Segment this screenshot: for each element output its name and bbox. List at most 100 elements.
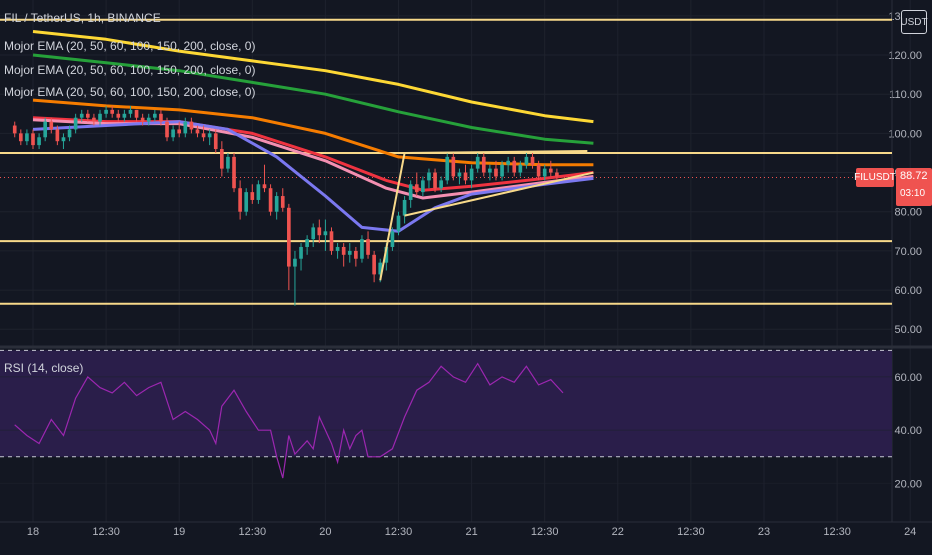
candle-body xyxy=(341,246,346,255)
candle-body xyxy=(494,168,498,177)
candle-body xyxy=(274,196,279,212)
y-tick-label: 110.00 xyxy=(889,89,922,101)
candle-body xyxy=(421,180,425,193)
candle-body xyxy=(366,239,370,255)
candle-body xyxy=(25,133,29,142)
candle-body xyxy=(85,113,90,118)
candle-body xyxy=(104,109,108,114)
candle-body xyxy=(92,117,96,122)
trend-line xyxy=(404,171,594,217)
candle-body xyxy=(378,262,383,275)
candle-body xyxy=(177,129,182,134)
indicator-label[interactable]: Mojor EMA (20, 50, 60, 100, 150, 200, cl… xyxy=(4,85,256,99)
candle-body xyxy=(49,121,54,130)
candle-body xyxy=(98,113,102,122)
price-tag-value: 88.72 xyxy=(900,170,928,182)
candle-body xyxy=(134,109,139,118)
rsi-line xyxy=(14,362,564,479)
candle-body xyxy=(457,172,462,177)
candle-body xyxy=(390,231,395,247)
candle-body xyxy=(439,180,443,189)
candle-body xyxy=(122,113,127,118)
symbol-title: FIL / TetherUS, 1h, BINANCE xyxy=(4,11,161,25)
candle-body xyxy=(293,258,297,267)
candle-body xyxy=(140,117,145,122)
price-tag-symbol: FILUSDT xyxy=(854,168,896,187)
x-tick-label: 19 xyxy=(173,526,185,538)
candle-body xyxy=(512,160,517,173)
y-tick-label: 100.00 xyxy=(888,128,922,140)
ema-line xyxy=(32,53,594,145)
candle-body xyxy=(213,133,218,150)
candle-body xyxy=(43,121,48,138)
x-tick-label: 18 xyxy=(27,526,39,538)
candle-body xyxy=(488,168,492,173)
x-tick-label: 12:30 xyxy=(823,526,851,538)
candle-body xyxy=(171,129,175,138)
candle-body xyxy=(262,184,267,189)
ema-line xyxy=(32,30,594,124)
y-tick-label: 60.00 xyxy=(894,285,922,297)
y-tick-label: 120.00 xyxy=(888,50,922,62)
candle-body xyxy=(37,137,41,146)
candle-body xyxy=(280,196,285,208)
candle-body xyxy=(354,250,358,259)
candle-body xyxy=(469,168,474,181)
x-tick-label: 12:30 xyxy=(385,526,413,538)
currency-label: USDT xyxy=(900,16,928,28)
candle-body xyxy=(116,113,121,118)
candle-body xyxy=(329,231,334,251)
rsi-y-tick-label: 40.00 xyxy=(894,425,922,437)
x-tick-label: 12:30 xyxy=(531,526,559,538)
candle-body xyxy=(506,160,510,165)
candle-body xyxy=(530,156,535,165)
candle-body xyxy=(481,156,486,173)
candle-body xyxy=(61,137,66,142)
candle-body xyxy=(414,184,419,193)
price-tag-symbol-text: FILUSDT xyxy=(854,172,896,183)
candle-body xyxy=(475,156,480,169)
candle-body xyxy=(402,199,407,216)
candle-body xyxy=(384,246,389,263)
rsi-y-tick-label: 20.00 xyxy=(894,478,922,490)
candle-body xyxy=(396,215,401,232)
candle-body xyxy=(12,125,17,134)
x-tick-label: 24 xyxy=(904,526,916,538)
candle-body xyxy=(238,188,242,212)
x-tick-label: 23 xyxy=(758,526,770,538)
candle-body xyxy=(427,172,431,181)
candle-body xyxy=(250,192,255,200)
candle-body xyxy=(555,172,559,177)
candle-body xyxy=(128,109,133,114)
indicator-label[interactable]: Mojor EMA (20, 50, 60, 100, 150, 200, cl… xyxy=(4,39,256,53)
candle-body xyxy=(256,184,261,200)
price-tag-countdown: 03:10 xyxy=(900,188,926,199)
currency-button[interactable]: USDT xyxy=(900,10,928,34)
candle-body xyxy=(201,133,206,138)
candle-body xyxy=(183,121,188,134)
candle-body xyxy=(518,164,523,173)
rsi-y-tick-label: 60.00 xyxy=(894,372,922,384)
candle-body xyxy=(317,227,322,236)
candle-body xyxy=(305,239,309,247)
candle-body xyxy=(268,188,273,212)
candle-body xyxy=(195,129,200,134)
candle-body xyxy=(299,246,303,259)
candle-body xyxy=(445,156,450,181)
x-tick-label: 20 xyxy=(319,526,331,538)
candle-body xyxy=(244,192,249,212)
candle-body xyxy=(226,156,230,169)
candle-body xyxy=(451,156,456,177)
candle-body xyxy=(79,113,84,118)
indicator-label[interactable]: Mojor EMA (20, 50, 60, 100, 150, 200, cl… xyxy=(4,63,256,77)
candle-body xyxy=(323,231,328,236)
candle-body xyxy=(347,250,352,255)
candle-body xyxy=(311,227,316,240)
x-tick-label: 12:30 xyxy=(677,526,705,538)
rsi-label[interactable]: RSI (14, close) xyxy=(4,361,84,375)
candle-body xyxy=(31,133,35,146)
y-tick-label: 50.00 xyxy=(894,324,922,336)
